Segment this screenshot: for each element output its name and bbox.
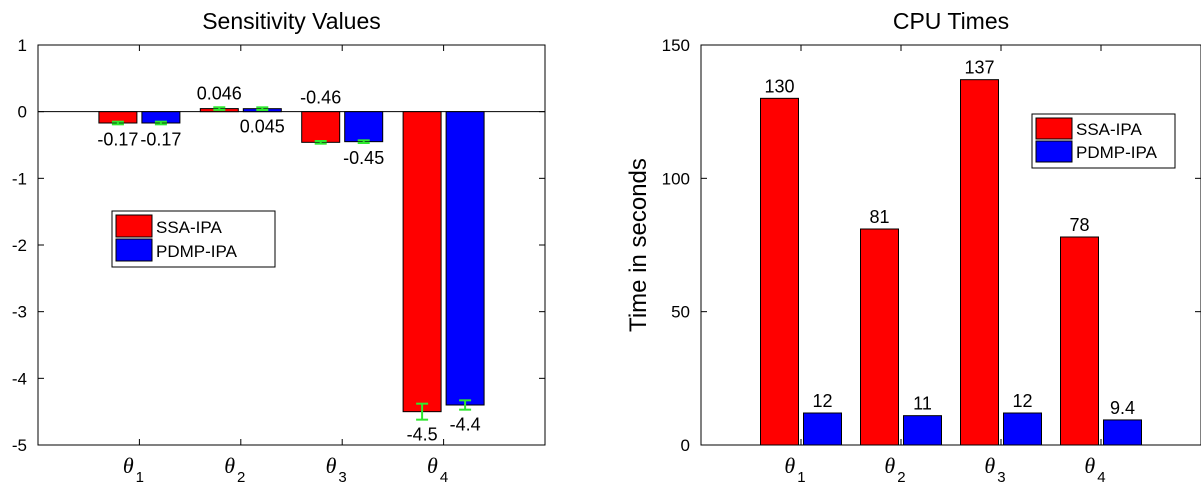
chart-title: Sensitivity Values [202,8,381,34]
y-tick-label: -4 [12,369,27,388]
bar-ssa-ipa-4 [1060,236,1099,446]
error-bar [256,106,269,111]
error-bar [416,402,429,421]
data-label: -0.45 [343,148,384,168]
error-bar [314,140,327,145]
data-label: 12 [1012,391,1032,411]
error-bar [213,106,226,111]
y-tick-label: -3 [12,303,27,322]
y-tick-label: -2 [12,236,27,255]
data-label: -0.17 [140,129,181,149]
y-tick-label: 100 [662,169,690,188]
bar-ssa-ipa-4 [402,111,442,413]
data-label: 0.046 [197,83,242,103]
legend-swatch-ssa-ipa [115,214,153,238]
data-label: 11 [913,394,932,414]
error-bar [111,120,124,126]
bar-pdmp-ipa-1 [803,412,842,446]
legend-swatch-ssa-ipa [1035,117,1073,140]
bar-pdmp-ipa-2 [903,415,942,446]
data-label: -4.5 [407,425,438,445]
y-tick-label: 0 [681,436,690,455]
data-label: 12 [812,391,832,411]
y-tick-label: 1 [18,36,27,55]
legend-label: SSA-IPA [1076,120,1142,139]
error-bar [154,120,167,126]
plot-area-frame [700,44,1201,446]
legend-swatch-pdmp-ipa [1035,140,1073,163]
data-label: 9.4 [1110,398,1135,418]
legend: SSA-IPA PDMP-IPA [111,210,276,268]
error-bar [357,139,370,144]
y-tick-label: 50 [671,303,690,322]
y-tick-label: -1 [12,169,27,188]
bar-ssa-ipa-3 [960,79,999,446]
legend-swatch-pdmp-ipa [115,238,153,262]
bar-pdmp-ipa-4 [1103,419,1142,446]
y-tick-label: 150 [662,36,690,55]
data-label: 130 [764,76,794,96]
bar-ssa-ipa-3 [301,111,341,143]
bar-pdmp-ipa-3 [1003,412,1042,446]
bar-pdmp-ipa-3 [344,111,384,143]
data-label: 81 [869,207,889,227]
legend: SSA-IPA PDMP-IPA [1031,113,1176,169]
bar-ssa-ipa-2 [860,228,899,446]
data-label: -0.17 [97,129,138,149]
y-axis-label: Time in seconds [625,158,652,332]
legend-label: PDMP-IPA [156,242,238,261]
data-label: 0.045 [240,117,285,137]
bar-pdmp-ipa-4 [445,111,485,406]
data-label: -0.46 [300,88,341,108]
legend-label: PDMP-IPA [1076,143,1158,162]
legend-label: SSA-IPA [156,218,222,237]
error-bar [459,399,472,411]
bar-ssa-ipa-1 [760,97,799,446]
y-tick-label: 0 [18,103,27,122]
chart-title: CPU Times [893,8,1009,34]
y-tick-label: -5 [12,436,27,455]
data-label: 78 [1069,215,1089,235]
data-label: -4.4 [450,415,481,435]
chart-2: CPU Times 0 50 100 150 θ 1 130 12 θ 2 81 11 θ 3 137 12 θ 4… [625,8,1201,486]
data-label: 137 [964,58,994,78]
